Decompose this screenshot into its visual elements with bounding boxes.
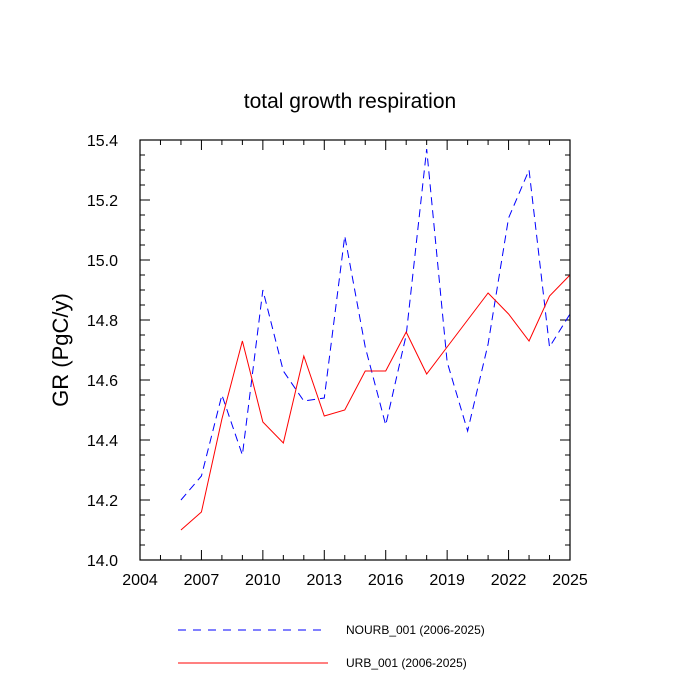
x-tick-label: 2010 <box>245 572 281 589</box>
tick-marks <box>139 139 571 561</box>
series-lines <box>180 148 571 531</box>
legend-label-1: NOURB_001 (2006-2025) <box>346 623 485 637</box>
x-tick-label: 2004 <box>122 572 158 589</box>
y-tick-label: 15.2 <box>87 193 118 210</box>
y-tick-label: 14.6 <box>87 373 118 390</box>
x-tick-label: 2007 <box>184 572 220 589</box>
x-tick-label: 2025 <box>552 572 588 589</box>
tick-labels: 2004 2007 2010 2013 2016 2019 2022 2025 14.0 14.2… <box>87 133 588 589</box>
y-tick-label: 15.0 <box>87 253 118 270</box>
x-tick-label: 2019 <box>429 572 465 589</box>
x-tick-label: 2016 <box>368 572 404 589</box>
y-tick-label: 14.2 <box>87 493 118 510</box>
y-tick-label: 14.8 <box>87 313 118 330</box>
legend: NOURB_001 (2006-2025) URB_001 (2006-2025) <box>178 623 485 670</box>
series-line-2 <box>180 274 571 531</box>
y-tick-label: 14.4 <box>87 433 118 450</box>
y-tick-label: 14.0 <box>87 553 118 570</box>
y-tick-label: 15.4 <box>87 133 118 150</box>
x-tick-label: 2013 <box>306 572 342 589</box>
chart-title: total growth respiration <box>244 90 456 113</box>
legend-label-2: URB_001 (2006-2025) <box>346 656 467 670</box>
y-axis-label: GR (PgC/y) <box>48 293 73 407</box>
plot-frame <box>139 139 571 561</box>
series-line-1 <box>180 148 571 501</box>
x-tick-label: 2022 <box>491 572 527 589</box>
